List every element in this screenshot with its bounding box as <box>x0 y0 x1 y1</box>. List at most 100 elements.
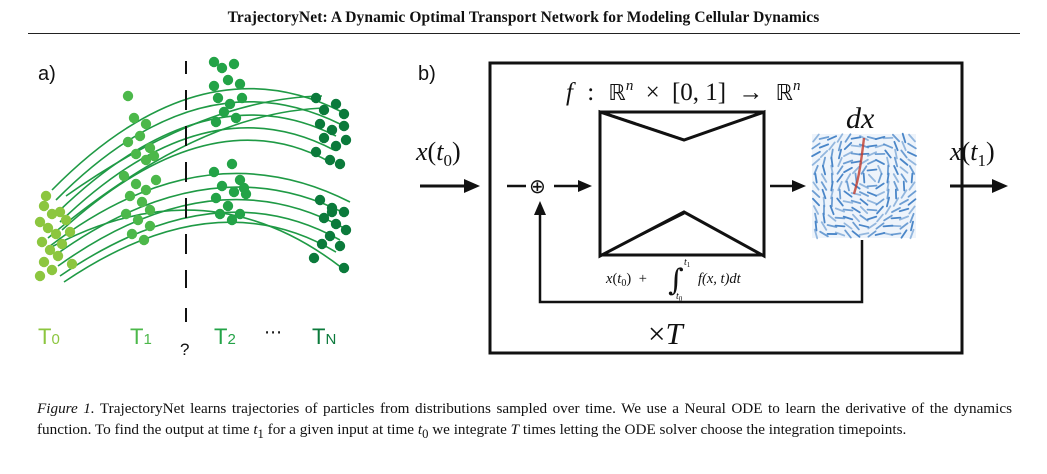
vector-arrow <box>886 196 890 208</box>
output-arrow <box>950 179 1008 193</box>
vector-arrow <box>898 215 910 221</box>
vector-arrow <box>907 151 917 157</box>
cell-point <box>140 184 152 196</box>
vector-arrow <box>814 172 818 184</box>
vector-arrow <box>829 204 835 216</box>
vector-arrow <box>826 135 838 141</box>
cell-point <box>46 264 58 276</box>
vector-arrow <box>874 135 886 141</box>
vector-arrow <box>814 220 818 232</box>
vector-arrow <box>900 173 908 183</box>
cell-point <box>222 74 234 86</box>
vector-arrow <box>850 136 862 140</box>
vector-arrow <box>834 231 846 237</box>
vector-arrow <box>852 221 860 231</box>
vector-arrow <box>898 207 910 213</box>
vector-arrow <box>836 165 844 175</box>
vector-arrow <box>818 136 830 140</box>
vector-arrow <box>907 190 917 198</box>
cell-point <box>226 214 238 226</box>
cell-point <box>38 256 50 268</box>
cell-point <box>226 158 238 170</box>
vector-arrow <box>851 165 861 175</box>
panel-b-label: b) <box>418 63 436 85</box>
cell-point <box>216 62 228 74</box>
cell-point <box>228 186 240 198</box>
vector-arrow <box>811 190 821 198</box>
vector-arrow <box>886 188 890 200</box>
title-rule <box>28 33 1020 34</box>
vector-arrow <box>899 222 909 230</box>
cell-point <box>318 212 330 224</box>
cell-point <box>144 220 156 232</box>
cell-point <box>120 208 132 220</box>
vector-arrow <box>866 184 878 188</box>
cell-point <box>228 58 240 70</box>
cell-point <box>56 238 68 250</box>
time-label: ⋯ <box>264 322 282 342</box>
vector-arrow <box>843 222 853 230</box>
vector-arrow <box>811 142 821 150</box>
vector-arrow <box>843 190 853 198</box>
vector-arrow <box>908 133 916 143</box>
vector-arrow <box>866 144 878 148</box>
vector-arrow <box>890 232 902 236</box>
vector-arrow <box>842 159 854 165</box>
cell-point <box>144 204 156 216</box>
vector-arrow <box>875 159 885 165</box>
repeat-label: ×T <box>648 316 685 351</box>
vector-arrow <box>901 132 907 144</box>
vector-arrow <box>821 188 827 200</box>
cell-point <box>212 92 224 104</box>
vector-arrow <box>874 143 886 149</box>
vector-arrow <box>820 173 828 183</box>
time-label: T1 <box>130 324 152 349</box>
vector-arrow <box>838 188 842 200</box>
vector-arrow <box>901 140 907 152</box>
cell-point <box>140 154 152 166</box>
vector-arrow <box>900 149 908 159</box>
vector-arrow <box>811 150 821 158</box>
vector-arrow <box>851 230 861 238</box>
vector-arrow <box>899 158 909 166</box>
cell-point <box>64 226 76 238</box>
caption-text-4: times letting the ODE solver choose the … <box>519 420 907 438</box>
vector-arrow <box>884 205 892 215</box>
caption-sub-t1: 1 <box>257 426 264 441</box>
cell-point <box>326 124 338 136</box>
vector-arrow <box>843 166 853 174</box>
vector-arrow <box>907 142 917 150</box>
vector-arrow <box>867 230 877 238</box>
vector-arrow <box>859 191 869 197</box>
cell-point <box>308 252 320 264</box>
vector-arrow <box>820 221 828 231</box>
trajectory-curve <box>59 126 335 223</box>
cell-point <box>136 196 148 208</box>
vector-arrow <box>891 207 901 213</box>
cell-point <box>338 262 350 274</box>
vector-arrow <box>886 180 890 192</box>
vector-arrow <box>818 143 830 149</box>
figure-1: a) T0 T1 T2 ⋯ TN ? b) f : ℝn × <box>34 56 1008 359</box>
vector-arrow <box>859 183 869 189</box>
cell-point <box>34 270 46 282</box>
vector-arrow <box>850 160 862 164</box>
vector-arrow <box>909 228 915 240</box>
cell-point <box>230 112 242 124</box>
cell-point <box>38 200 50 212</box>
caption-var-t0: t <box>417 420 423 438</box>
vector-arrow <box>836 133 844 143</box>
cell-point <box>216 180 228 192</box>
vector-arrow <box>894 148 898 160</box>
vector-arrow <box>837 156 843 168</box>
vector-arrow <box>902 180 906 192</box>
vector-arrow <box>866 208 878 212</box>
cell-point <box>118 170 130 182</box>
vector-arrow <box>867 173 877 183</box>
panel-a-label: a) <box>38 63 56 85</box>
vector-arrow <box>866 191 878 197</box>
cell-point <box>44 244 56 256</box>
vector-arrow <box>859 205 869 215</box>
vector-arrow <box>826 224 838 228</box>
vector-arrow <box>875 191 885 197</box>
